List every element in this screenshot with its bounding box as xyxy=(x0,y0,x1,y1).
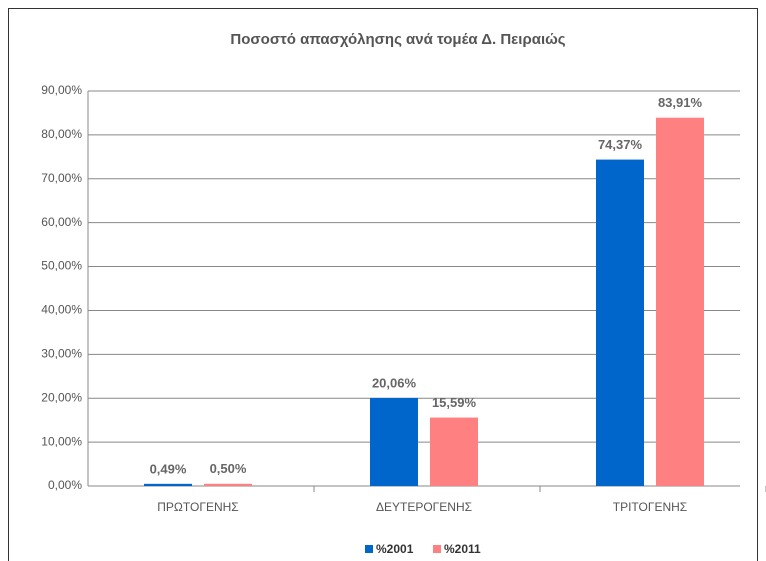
x-tick-label: ΤΡΙΤΟΓΕΝΗΣ xyxy=(613,500,687,514)
bar xyxy=(430,417,478,486)
bar xyxy=(370,397,418,486)
data-label: 15,59% xyxy=(432,395,477,410)
bar xyxy=(144,483,192,486)
legend-swatch xyxy=(365,545,373,553)
data-label: 0,50% xyxy=(210,461,247,476)
legend-label: %2011 xyxy=(444,542,481,556)
legend-swatch xyxy=(433,545,441,553)
chart-title: Ποσοστό απασχόλησης ανά τομέα Δ. Πειραιώ… xyxy=(230,31,565,48)
y-tick-label: 0,00% xyxy=(48,478,82,492)
bar xyxy=(596,159,644,486)
x-tick-label: ΔΕΥΤΕΡΟΓΕΝΗΣ xyxy=(376,500,472,514)
y-tick-label: 80,00% xyxy=(41,127,82,141)
data-label: 20,06% xyxy=(372,375,417,390)
legend-label: %2001 xyxy=(376,542,414,556)
y-tick-label: 40,00% xyxy=(41,303,82,317)
y-tick-label: 90,00% xyxy=(41,83,82,97)
data-label: 74,37% xyxy=(598,137,643,152)
y-tick-label: 70,00% xyxy=(41,171,82,185)
y-tick-label: 50,00% xyxy=(41,259,82,273)
y-tick-label: 10,00% xyxy=(41,434,82,448)
y-tick-label: 20,00% xyxy=(41,390,82,404)
data-label: 0,49% xyxy=(150,461,187,476)
x-tick-label: ΠΡΩΤΟΓΕΝΗΣ xyxy=(157,500,238,514)
bar xyxy=(204,483,252,486)
y-tick-label: 60,00% xyxy=(41,215,82,229)
data-label: 83,91% xyxy=(658,95,703,110)
y-tick-label: 30,00% xyxy=(41,347,82,361)
bar xyxy=(656,117,704,486)
